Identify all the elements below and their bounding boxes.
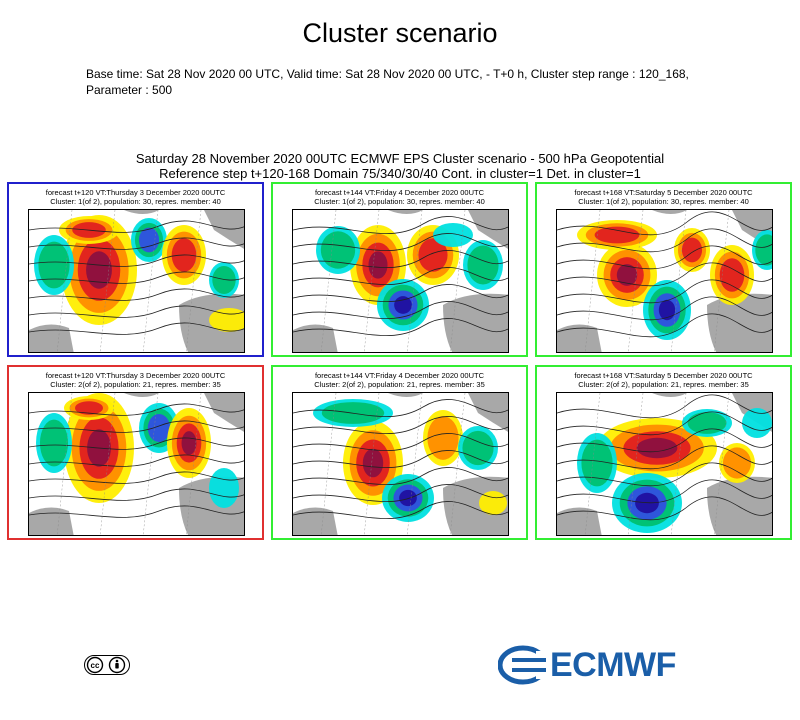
positive-anomaly-shape xyxy=(616,264,638,286)
metadata-line-2: Parameter : 500 xyxy=(86,83,173,97)
negative-anomaly-shape xyxy=(467,245,499,285)
brand-name: ECMWF xyxy=(550,646,676,684)
negative-anomaly-shape xyxy=(394,296,412,314)
panel-forecast-label: forecast t+168 VT:Saturday 5 December 20… xyxy=(574,371,753,380)
negative-anomaly-shape xyxy=(399,489,417,507)
cluster-panel-1-t120: forecast t+120 VT:Thursday 3 December 20… xyxy=(7,182,264,357)
panel-header: forecast t+144 VT:Friday 4 December 2020… xyxy=(273,371,526,389)
negative-anomaly-shape xyxy=(212,265,236,295)
positive-anomaly-shape xyxy=(681,237,703,263)
panel-cluster-label: Cluster: 2(of 2), population: 21, repres… xyxy=(578,380,749,389)
cluster-panel-2-t168: forecast t+168 VT:Saturday 5 December 20… xyxy=(535,365,792,540)
panel-header: forecast t+120 VT:Thursday 3 December 20… xyxy=(9,371,262,389)
positive-anomaly-shape xyxy=(75,401,103,415)
anomaly-map xyxy=(28,392,245,536)
metadata-block: Base time: Sat 28 Nov 2020 00 UTC, Valid… xyxy=(86,66,726,98)
panel-forecast-label: forecast t+120 VT:Thursday 3 December 20… xyxy=(45,188,226,197)
anomaly-map xyxy=(556,209,773,353)
panel-cluster-label: Cluster: 2(of 2), population: 21, repres… xyxy=(50,380,221,389)
anomaly-map-drawing xyxy=(557,210,772,352)
svg-text:cc: cc xyxy=(91,661,100,670)
positive-anomaly-shape xyxy=(86,251,112,289)
metadata-line-1: Base time: Sat 28 Nov 2020 00 UTC, Valid… xyxy=(86,67,689,81)
ecmwf-swoosh-icon xyxy=(497,645,550,685)
anomaly-map xyxy=(292,209,509,353)
page-title: Cluster scenario xyxy=(302,18,498,48)
anomaly-map xyxy=(292,392,509,536)
anomaly-map-drawing xyxy=(29,393,244,535)
panel-header: forecast t+168 VT:Saturday 5 December 20… xyxy=(537,371,790,389)
panel-header: forecast t+120 VT:Thursday 3 December 20… xyxy=(9,188,262,206)
panel-forecast-label: forecast t+120 VT:Thursday 3 December 20… xyxy=(45,371,226,380)
negative-anomaly-shape xyxy=(462,430,494,466)
positive-anomaly-shape xyxy=(479,491,507,515)
positive-anomaly-shape xyxy=(368,251,388,279)
positive-anomaly-shape xyxy=(722,447,752,479)
anomaly-map-drawing xyxy=(293,393,508,535)
negative-anomaly-shape xyxy=(755,234,772,266)
cluster-panel-1-t144: forecast t+144 VT:Friday 4 December 2020… xyxy=(271,182,528,357)
negative-anomaly-shape xyxy=(39,419,69,467)
figure-title-line-2: Reference step t+120-168 Domain 75/340/3… xyxy=(159,166,641,181)
anomaly-map xyxy=(28,209,245,353)
figure-title: Saturday 28 November 2020 00UTC ECMWF EP… xyxy=(0,151,800,181)
panel-forecast-label: forecast t+144 VT:Friday 4 December 2020… xyxy=(314,371,485,380)
negative-anomaly-shape xyxy=(433,223,473,247)
positive-anomaly-shape xyxy=(362,448,384,478)
positive-anomaly-shape xyxy=(418,238,448,272)
cluster-panel-2-t120: forecast t+120 VT:Thursday 3 December 20… xyxy=(7,365,264,540)
negative-anomaly-shape xyxy=(147,414,171,442)
negative-anomaly-shape xyxy=(138,227,160,253)
negative-anomaly-shape xyxy=(320,231,356,269)
negative-anomaly-shape xyxy=(581,439,613,487)
negative-anomaly-shape xyxy=(658,299,676,321)
cluster-panel-1-t168: forecast t+168 VT:Saturday 5 December 20… xyxy=(535,182,792,357)
ecmwf-logo: ECMWF xyxy=(497,645,720,685)
panel-header: forecast t+144 VT:Friday 4 December 2020… xyxy=(273,188,526,206)
panel-header: forecast t+168 VT:Saturday 5 December 20… xyxy=(537,188,790,206)
negative-anomaly-shape xyxy=(687,412,727,434)
panel-cluster-label: Cluster: 1(of 2), population: 30, repres… xyxy=(50,197,221,206)
negative-anomaly-shape xyxy=(38,241,70,289)
panel-forecast-label: forecast t+168 VT:Saturday 5 December 20… xyxy=(574,188,753,197)
panel-cluster-label: Cluster: 1(of 2), population: 30, repres… xyxy=(314,197,485,206)
anomaly-map-drawing xyxy=(557,393,772,535)
positive-anomaly-shape xyxy=(594,226,640,244)
anomaly-map-drawing xyxy=(29,210,244,352)
panel-forecast-label: forecast t+144 VT:Friday 4 December 2020… xyxy=(314,188,485,197)
cluster-panel-2-t144: forecast t+144 VT:Friday 4 December 2020… xyxy=(271,365,528,540)
anomaly-map xyxy=(556,392,773,536)
positive-anomaly-shape xyxy=(427,416,459,460)
anomaly-map-drawing xyxy=(293,210,508,352)
panel-cluster-label: Cluster: 2(of 2), population: 21, repres… xyxy=(314,380,485,389)
negative-anomaly-shape xyxy=(209,468,239,508)
positive-anomaly-shape xyxy=(181,431,197,455)
creative-commons-by-icon: cc xyxy=(84,655,130,680)
positive-anomaly-shape xyxy=(636,437,678,459)
figure-title-line-1: Saturday 28 November 2020 00UTC ECMWF EP… xyxy=(135,151,665,166)
panel-cluster-label: Cluster: 1(of 2), population: 30, repres… xyxy=(578,197,749,206)
